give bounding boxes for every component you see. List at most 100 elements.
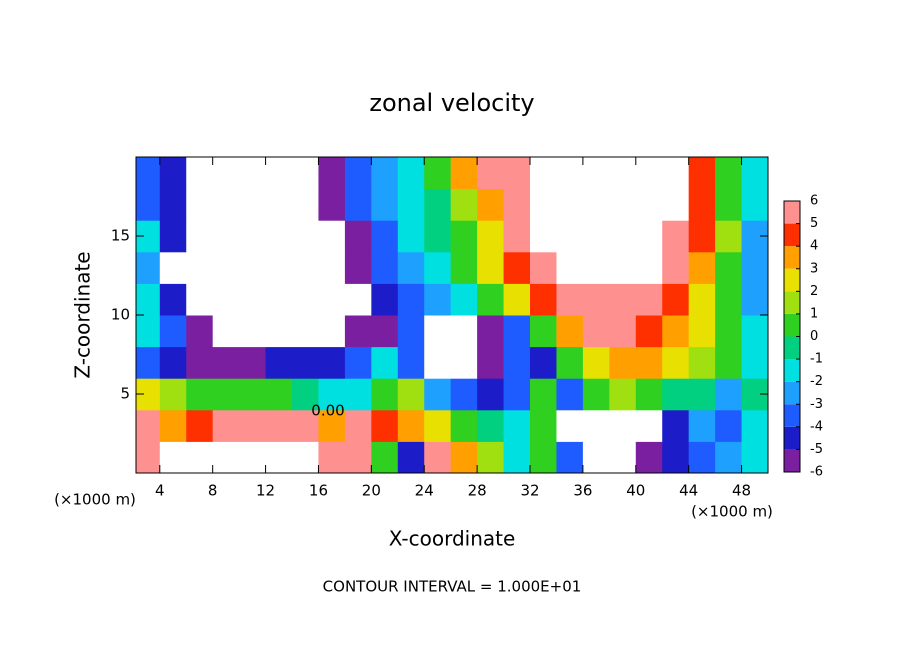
colorbar-tick-label: 4	[810, 239, 818, 254]
cell	[503, 315, 531, 348]
x-tick-label: 24	[415, 482, 434, 500]
cell	[450, 283, 478, 316]
cell	[688, 409, 716, 442]
cell	[741, 188, 768, 221]
cell	[159, 378, 187, 411]
cell	[239, 378, 267, 411]
cell	[609, 157, 637, 190]
cell	[530, 283, 557, 316]
cell	[741, 441, 768, 473]
cell	[503, 409, 531, 442]
cell	[186, 251, 214, 284]
cell	[318, 441, 346, 473]
colorbar-band	[784, 336, 800, 360]
cell	[688, 441, 716, 473]
cell	[212, 220, 240, 253]
cell	[741, 315, 768, 348]
cell	[556, 441, 584, 473]
x-tick-label: 44	[679, 482, 698, 500]
cell	[397, 315, 425, 348]
cell	[292, 315, 319, 348]
colorbar-tick-label: 0	[810, 329, 818, 344]
cell	[397, 251, 425, 284]
y-unit: (×1000 m)	[54, 491, 136, 509]
cell	[609, 188, 637, 221]
cell	[609, 283, 637, 316]
cell	[318, 188, 346, 221]
cell	[212, 188, 240, 221]
cell	[397, 346, 425, 379]
cell	[371, 441, 399, 473]
cell	[530, 220, 557, 253]
cell	[609, 441, 637, 473]
cell	[635, 188, 663, 221]
cell	[503, 188, 531, 221]
cell	[477, 441, 505, 473]
cell	[397, 283, 425, 316]
cell	[344, 283, 372, 316]
cell	[265, 283, 293, 316]
cell	[582, 378, 610, 411]
colorbar-band	[784, 359, 800, 382]
cell	[239, 346, 267, 379]
cell	[609, 220, 637, 253]
cell	[397, 157, 425, 190]
cell	[530, 315, 557, 348]
cell	[371, 157, 399, 190]
cell	[344, 315, 372, 348]
colorbar-tick-label: 6	[810, 194, 818, 209]
cell	[136, 251, 161, 284]
cell	[318, 251, 346, 284]
cell	[186, 283, 214, 316]
colorbar-tick-label: -4	[810, 419, 823, 434]
x-tick-label: 4	[155, 482, 165, 500]
cell	[556, 315, 584, 348]
cell	[344, 157, 372, 190]
cell	[424, 157, 452, 190]
cell	[582, 251, 610, 284]
x-tick-label: 12	[256, 482, 275, 500]
cell	[635, 315, 663, 348]
cell	[662, 283, 690, 316]
cell	[450, 220, 478, 253]
cell	[212, 251, 240, 284]
cell	[239, 315, 267, 348]
cell	[239, 220, 267, 253]
cell	[159, 315, 187, 348]
cell	[741, 283, 768, 316]
cell	[688, 220, 716, 253]
cell	[635, 441, 663, 473]
colorbar-tick-label: 3	[810, 261, 818, 276]
cell	[582, 409, 610, 442]
cell	[212, 157, 240, 190]
cell	[530, 188, 557, 221]
cell	[503, 441, 531, 473]
cell	[477, 251, 505, 284]
colorbar-tick-label: 2	[810, 284, 818, 299]
x-tick-label: 40	[626, 482, 645, 500]
cell	[136, 315, 161, 348]
cell	[318, 220, 346, 253]
cell	[688, 346, 716, 379]
y-tick-label: 10	[111, 306, 130, 324]
cell	[212, 441, 240, 473]
cell	[556, 409, 584, 442]
cell	[556, 220, 584, 253]
cell	[344, 220, 372, 253]
cell	[344, 441, 372, 473]
colorbar-band	[784, 449, 800, 472]
cell	[292, 346, 319, 379]
colorbar-band	[784, 246, 800, 269]
cell	[477, 346, 505, 379]
cell	[609, 315, 637, 348]
cell	[582, 315, 610, 348]
cell	[582, 346, 610, 379]
x-tick-label: 8	[208, 482, 218, 500]
cell	[371, 378, 399, 411]
cell	[530, 346, 557, 379]
cell	[450, 251, 478, 284]
cell	[741, 157, 768, 190]
cell	[530, 157, 557, 190]
cell	[424, 188, 452, 221]
cell	[662, 157, 690, 190]
